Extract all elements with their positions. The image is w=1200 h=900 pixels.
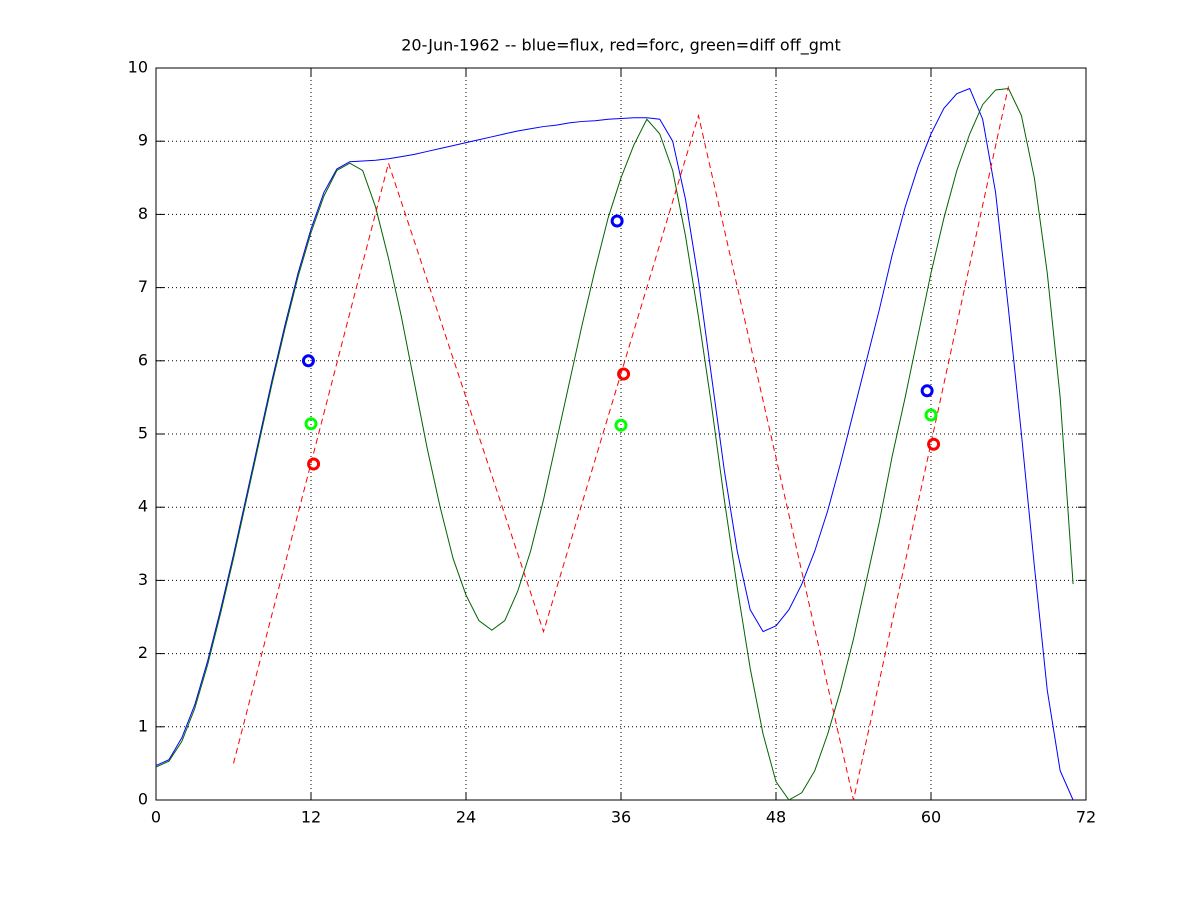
y-tick-label: 10 bbox=[128, 58, 148, 77]
data-point bbox=[307, 457, 321, 471]
y-tick-label: 4 bbox=[138, 497, 148, 516]
data-point bbox=[610, 214, 624, 228]
x-tick-label: 12 bbox=[301, 808, 321, 827]
y-tick-label: 0 bbox=[138, 790, 148, 809]
data-line bbox=[233, 86, 1009, 801]
y-tick-label: 7 bbox=[138, 277, 148, 296]
data-point bbox=[924, 408, 938, 422]
y-tick-label: 3 bbox=[138, 570, 148, 589]
data-point bbox=[920, 384, 934, 398]
x-tick-label: 24 bbox=[456, 808, 476, 827]
y-tick-label: 5 bbox=[138, 424, 148, 443]
data-line bbox=[155, 87, 1074, 801]
data-point bbox=[304, 417, 318, 431]
data-point bbox=[614, 418, 628, 432]
x-tick-label: 60 bbox=[921, 808, 941, 827]
x-tick-label: 0 bbox=[151, 808, 161, 827]
y-tick-label: 6 bbox=[138, 350, 148, 369]
y-tick-label: 8 bbox=[138, 204, 148, 223]
data-point bbox=[927, 437, 941, 451]
data-point bbox=[617, 367, 631, 381]
data-point bbox=[301, 354, 315, 368]
data-line bbox=[155, 87, 1074, 801]
chart-title: 20-Jun-1962 -- blue=flux, red=forc, gree… bbox=[401, 36, 841, 56]
x-tick-label: 72 bbox=[1076, 808, 1096, 827]
plot-frame bbox=[155, 67, 1087, 801]
x-tick-label: 36 bbox=[611, 808, 631, 827]
y-tick-label: 1 bbox=[138, 716, 148, 735]
y-tick-label: 9 bbox=[138, 131, 148, 150]
y-tick-label: 2 bbox=[138, 643, 148, 662]
x-tick-label: 48 bbox=[766, 808, 786, 827]
